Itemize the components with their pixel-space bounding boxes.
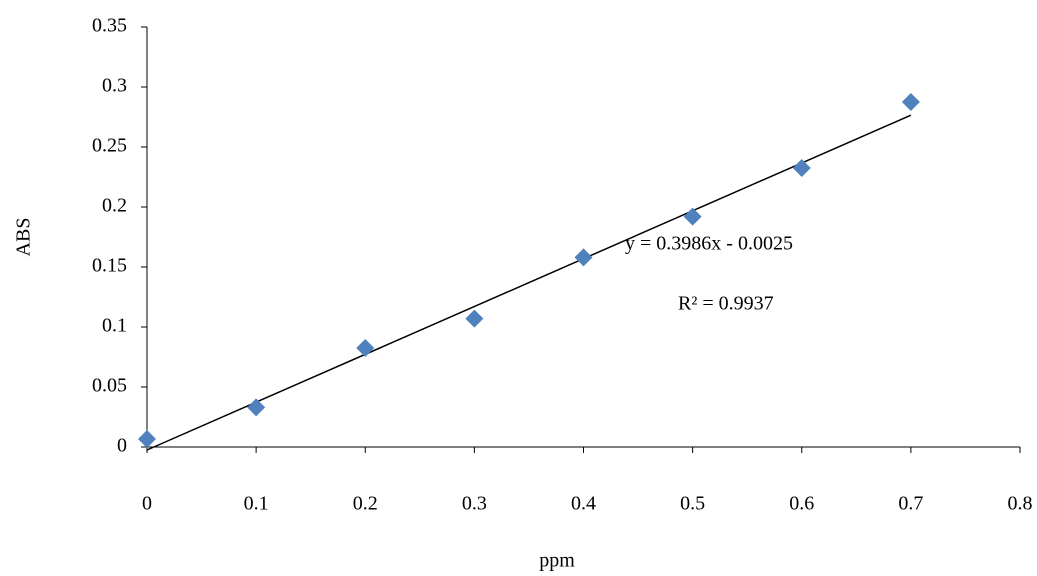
data-point [465, 310, 483, 328]
y-tick-label: 0.25 [92, 135, 127, 157]
chart: ABS ppm y = 0.3986x - 0.0025 R² = 0.9937… [0, 0, 1037, 576]
y-tick-label: 0.35 [92, 15, 127, 37]
data-point [684, 208, 702, 226]
data-point [575, 248, 593, 266]
y-tick-label: 0.05 [92, 375, 127, 397]
x-tick-label: 0 [142, 493, 152, 515]
data-point [793, 159, 811, 177]
y-axis-label: ABS [13, 218, 35, 257]
x-tick-label: 0.3 [462, 493, 487, 515]
x-tick-label: 0.2 [353, 493, 378, 515]
data-point [247, 398, 265, 416]
data-point [902, 93, 920, 111]
x-tick-label: 0.4 [571, 493, 596, 515]
y-tick-label: 0.2 [102, 195, 127, 217]
page: ABS ppm y = 0.3986x - 0.0025 R² = 0.9937… [0, 0, 1037, 576]
data-point [138, 430, 156, 448]
y-tick-label: 0 [117, 435, 127, 457]
y-tick-label: 0.1 [102, 315, 127, 337]
trendline-equation: y = 0.3986x - 0.0025 [625, 233, 793, 255]
r-squared: R² = 0.9937 [678, 293, 774, 315]
y-tick-label: 0.3 [102, 75, 127, 97]
x-tick-label: 0.8 [1008, 493, 1033, 515]
x-tick-label: 0.6 [789, 493, 814, 515]
data-point [356, 339, 374, 357]
y-tick-label: 0.15 [92, 255, 127, 277]
x-tick-label: 0.5 [680, 493, 705, 515]
x-tick-label: 0.1 [244, 493, 269, 515]
x-axis-label: ppm [539, 550, 575, 572]
x-tick-label: 0.7 [898, 493, 923, 515]
